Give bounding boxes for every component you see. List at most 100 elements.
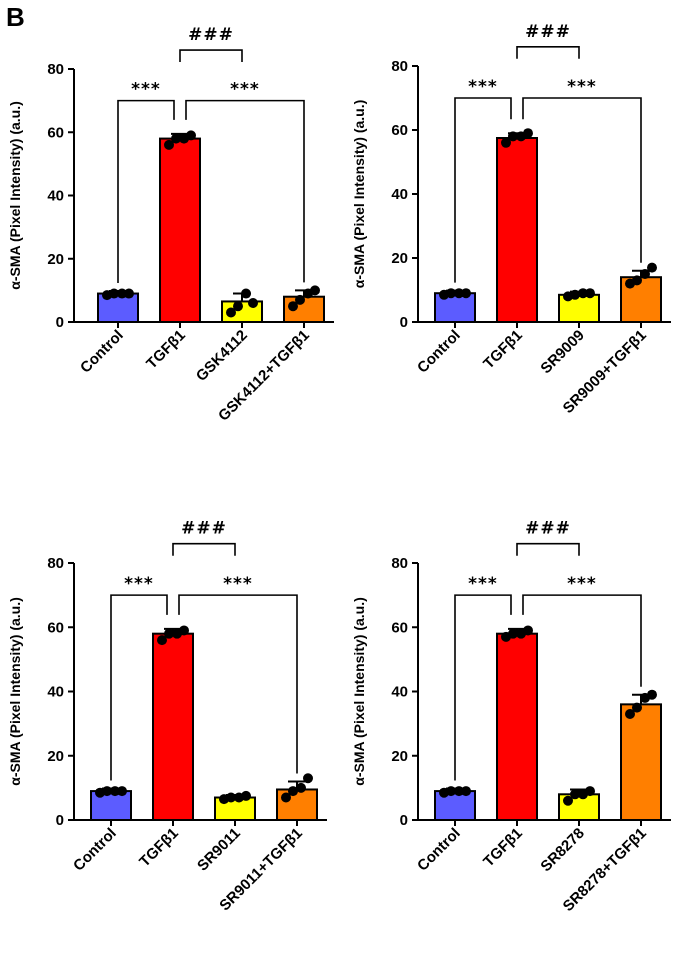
y-axis-title: α-SMA (Pixel Intensity) (a.u.)	[351, 100, 367, 289]
bar	[159, 137, 201, 323]
data-point	[241, 790, 251, 801]
bar	[496, 137, 538, 323]
significance-label: ***	[468, 77, 498, 97]
y-tick-label: 0	[400, 812, 408, 829]
data-point	[303, 773, 313, 784]
data-point	[508, 628, 518, 639]
y-tick-label: 0	[400, 314, 408, 331]
data-point	[233, 301, 243, 312]
data-point	[625, 708, 635, 719]
significance-label: ***	[124, 574, 154, 594]
x-tick-label: Control	[70, 825, 120, 875]
x-tick-label: TGFβ1	[136, 825, 182, 871]
data-point	[640, 269, 650, 279]
data-point	[124, 288, 134, 299]
significance-bracket	[522, 97, 642, 263]
data-point	[563, 795, 573, 806]
y-tick-label: 20	[47, 251, 64, 268]
data-point	[164, 628, 174, 639]
y-tick-label: 20	[47, 748, 64, 765]
y-tick-label: 60	[391, 619, 408, 636]
data-point	[179, 625, 189, 636]
y-tick-label: 80	[391, 555, 408, 572]
data-point	[281, 792, 291, 803]
y-tick-label: 20	[391, 748, 408, 765]
x-tick-label: SR8278	[537, 825, 587, 875]
x-tick-label: TGFβ1	[480, 825, 526, 871]
significance-bracket	[454, 594, 512, 781]
significance-label: ***	[230, 80, 260, 100]
y-tick-label: 80	[47, 555, 64, 572]
x-tick-label: Control	[414, 825, 464, 875]
significance-label: ###	[188, 25, 234, 45]
data-point	[164, 139, 174, 150]
data-point	[570, 789, 580, 800]
data-point	[454, 786, 464, 797]
data-point	[632, 275, 642, 286]
x-tick-label: Control	[414, 327, 464, 377]
y-tick-label: 80	[47, 61, 64, 78]
x-tick-label: TGFβ1	[143, 327, 189, 373]
data-point	[288, 786, 298, 797]
data-point	[241, 288, 251, 299]
significance-label: ***	[131, 80, 161, 100]
y-tick-label: 60	[47, 619, 64, 636]
bar	[620, 703, 662, 821]
data-point	[446, 786, 456, 797]
data-point	[461, 786, 471, 797]
data-point	[296, 782, 306, 793]
significance-bracket	[185, 99, 305, 283]
data-point	[454, 288, 464, 299]
y-tick-label: 60	[47, 124, 64, 141]
data-point	[570, 289, 580, 300]
data-point	[110, 786, 120, 797]
significance-bracket	[172, 542, 236, 556]
significance-bracket	[178, 594, 298, 774]
panel-letter: B	[6, 2, 25, 32]
data-point	[288, 301, 298, 312]
significance-bracket	[110, 594, 168, 781]
data-point	[446, 288, 456, 299]
x-tick-label: GSK4112	[193, 327, 251, 385]
bar	[152, 632, 194, 821]
data-point	[523, 128, 533, 139]
data-point	[585, 786, 595, 797]
x-tick-label: SR9011	[194, 825, 244, 875]
data-point	[117, 288, 127, 299]
x-tick-label: SR9009	[537, 327, 587, 377]
significance-bracket	[516, 46, 580, 59]
chart-panel-2: 0 20 40 60 80 α-SMA (Pixel Intensity) (a.u.) C…	[351, 22, 671, 417]
data-point	[647, 262, 657, 273]
data-point	[523, 625, 533, 636]
data-point	[248, 298, 258, 309]
data-point	[501, 137, 511, 148]
y-tick-label: 80	[391, 58, 408, 75]
data-point	[461, 288, 471, 299]
chart-panel-1: 0 20 40 60 80 α-SMA (Pixel Intensity) (a.u.) C…	[7, 25, 334, 425]
bar	[496, 632, 538, 821]
y-axis-title: α-SMA (Pixel Intensity) (a.u.)	[351, 597, 367, 786]
data-point	[585, 288, 595, 299]
significance-bracket	[179, 49, 243, 63]
significance-bracket	[522, 594, 642, 687]
data-point	[157, 635, 167, 646]
significance-label: ###	[525, 519, 571, 539]
y-tick-label: 40	[47, 188, 64, 205]
significance-label: ###	[525, 22, 571, 42]
data-point	[295, 294, 305, 305]
chart-panel-4: 0 20 40 60 80 α-SMA (Pixel Intensity) (a.u.) C…	[351, 519, 671, 915]
chart-panel-3: 0 20 40 60 80 α-SMA (Pixel Intensity) (a.u.) C…	[7, 519, 327, 914]
data-point	[226, 792, 236, 803]
data-point	[102, 786, 112, 797]
significance-label: ***	[567, 77, 597, 97]
significance-bracket	[516, 542, 580, 556]
significance-label: ###	[181, 519, 227, 539]
significance-bracket	[454, 97, 512, 283]
x-tick-label: Control	[77, 327, 127, 377]
significance-label: ***	[468, 574, 498, 594]
data-point	[226, 307, 236, 318]
y-tick-label: 60	[391, 122, 408, 139]
data-point	[117, 786, 127, 797]
data-point	[508, 131, 518, 142]
